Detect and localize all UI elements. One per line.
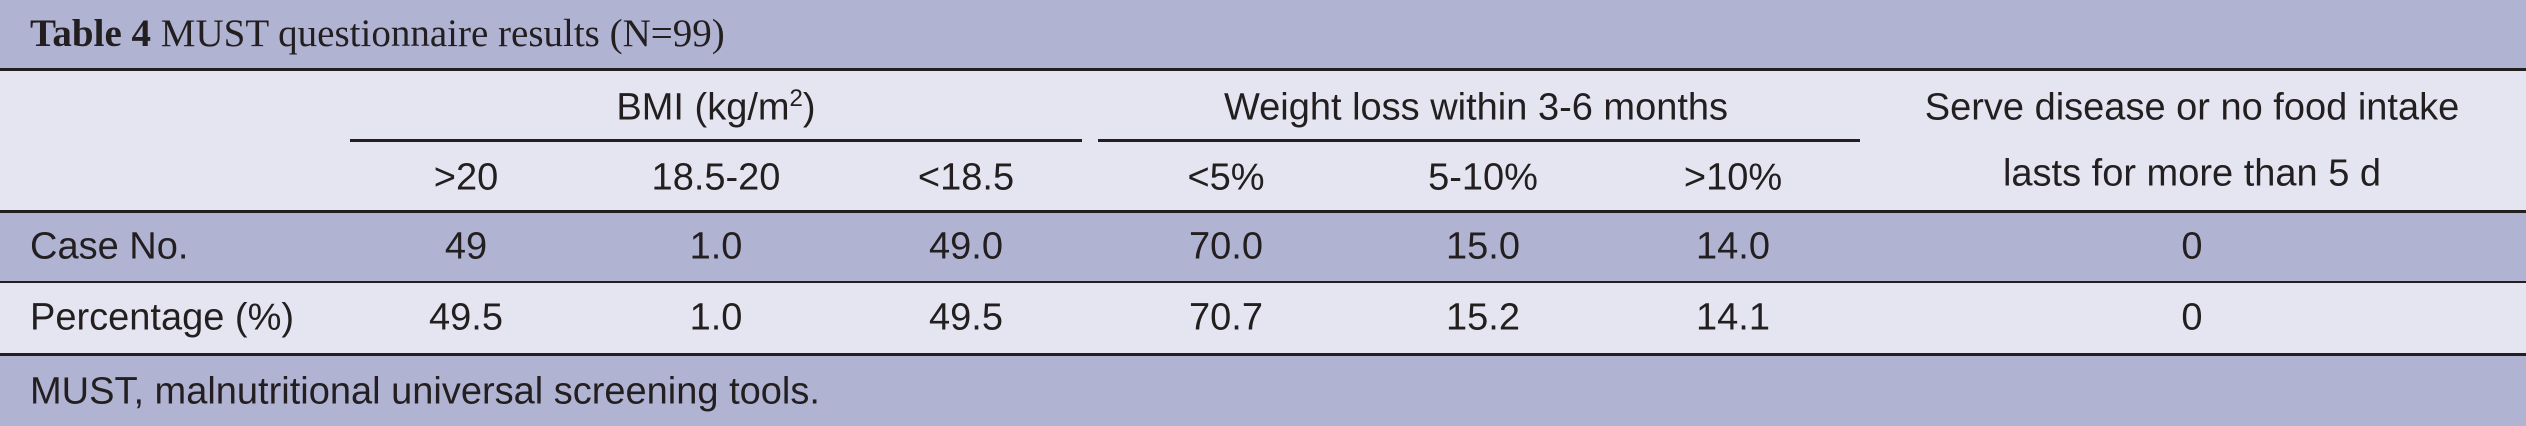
table-cell: 0 [2181, 225, 2203, 268]
table-bottom-rule [0, 353, 2526, 356]
row-label-percentage: Percentage (%) [30, 296, 295, 339]
table-cell: 1.0 [689, 225, 743, 268]
table-footnote: MUST, malnutritional universal screening… [30, 370, 820, 413]
table-cell: 1.0 [689, 296, 743, 339]
subheader-wl-gt10: >10% [1683, 156, 1783, 199]
table-cell: 0 [2181, 296, 2203, 339]
table-cell: 14.0 [1696, 225, 1770, 268]
table-cell: 70.7 [1189, 296, 1263, 339]
header-weight-loss: Weight loss within 3-6 months [1223, 86, 1729, 129]
subheader-bmi-lt18: <18.5 [917, 156, 1015, 199]
header-serve-line1: Serve disease or no food intake [1924, 86, 2460, 129]
subheader-bmi-gt20: >20 [433, 156, 499, 199]
subheader-wl-lt5: <5% [1187, 156, 1265, 199]
weight-loss-group-rule [1098, 139, 1860, 142]
table-number: Table 4 [30, 12, 152, 55]
table-cell: 49 [444, 225, 488, 268]
header-bmi: BMI (kg/m2) [616, 84, 816, 129]
table-cell: 15.0 [1446, 225, 1520, 268]
table-cell: 70.0 [1189, 225, 1263, 268]
table-cell: 49.5 [429, 296, 503, 339]
footnote-shade [0, 356, 2526, 426]
row-label-case-no: Case No. [30, 225, 189, 268]
subheader-bmi-18-20: 18.5-20 [651, 156, 781, 199]
header-serve-line2: lasts for more than 5 d [2002, 152, 2382, 195]
subheader-wl-5-10: 5-10% [1428, 156, 1538, 199]
table-cell: 49.0 [929, 225, 1003, 268]
table-cell: 15.2 [1446, 296, 1520, 339]
table-cell: 14.1 [1696, 296, 1770, 339]
table-row-shade [0, 213, 2526, 281]
header-bottom-rule [0, 210, 2526, 213]
row-divider [0, 281, 2526, 283]
table-title: Table 4 MUST questionnaire results (N=99… [0, 0, 2526, 68]
bmi-group-rule [350, 139, 1082, 142]
table-cell: 49.5 [929, 296, 1003, 339]
header-top-rule [0, 68, 2526, 71]
table-caption: MUST questionnaire results (N=99) [151, 12, 725, 55]
